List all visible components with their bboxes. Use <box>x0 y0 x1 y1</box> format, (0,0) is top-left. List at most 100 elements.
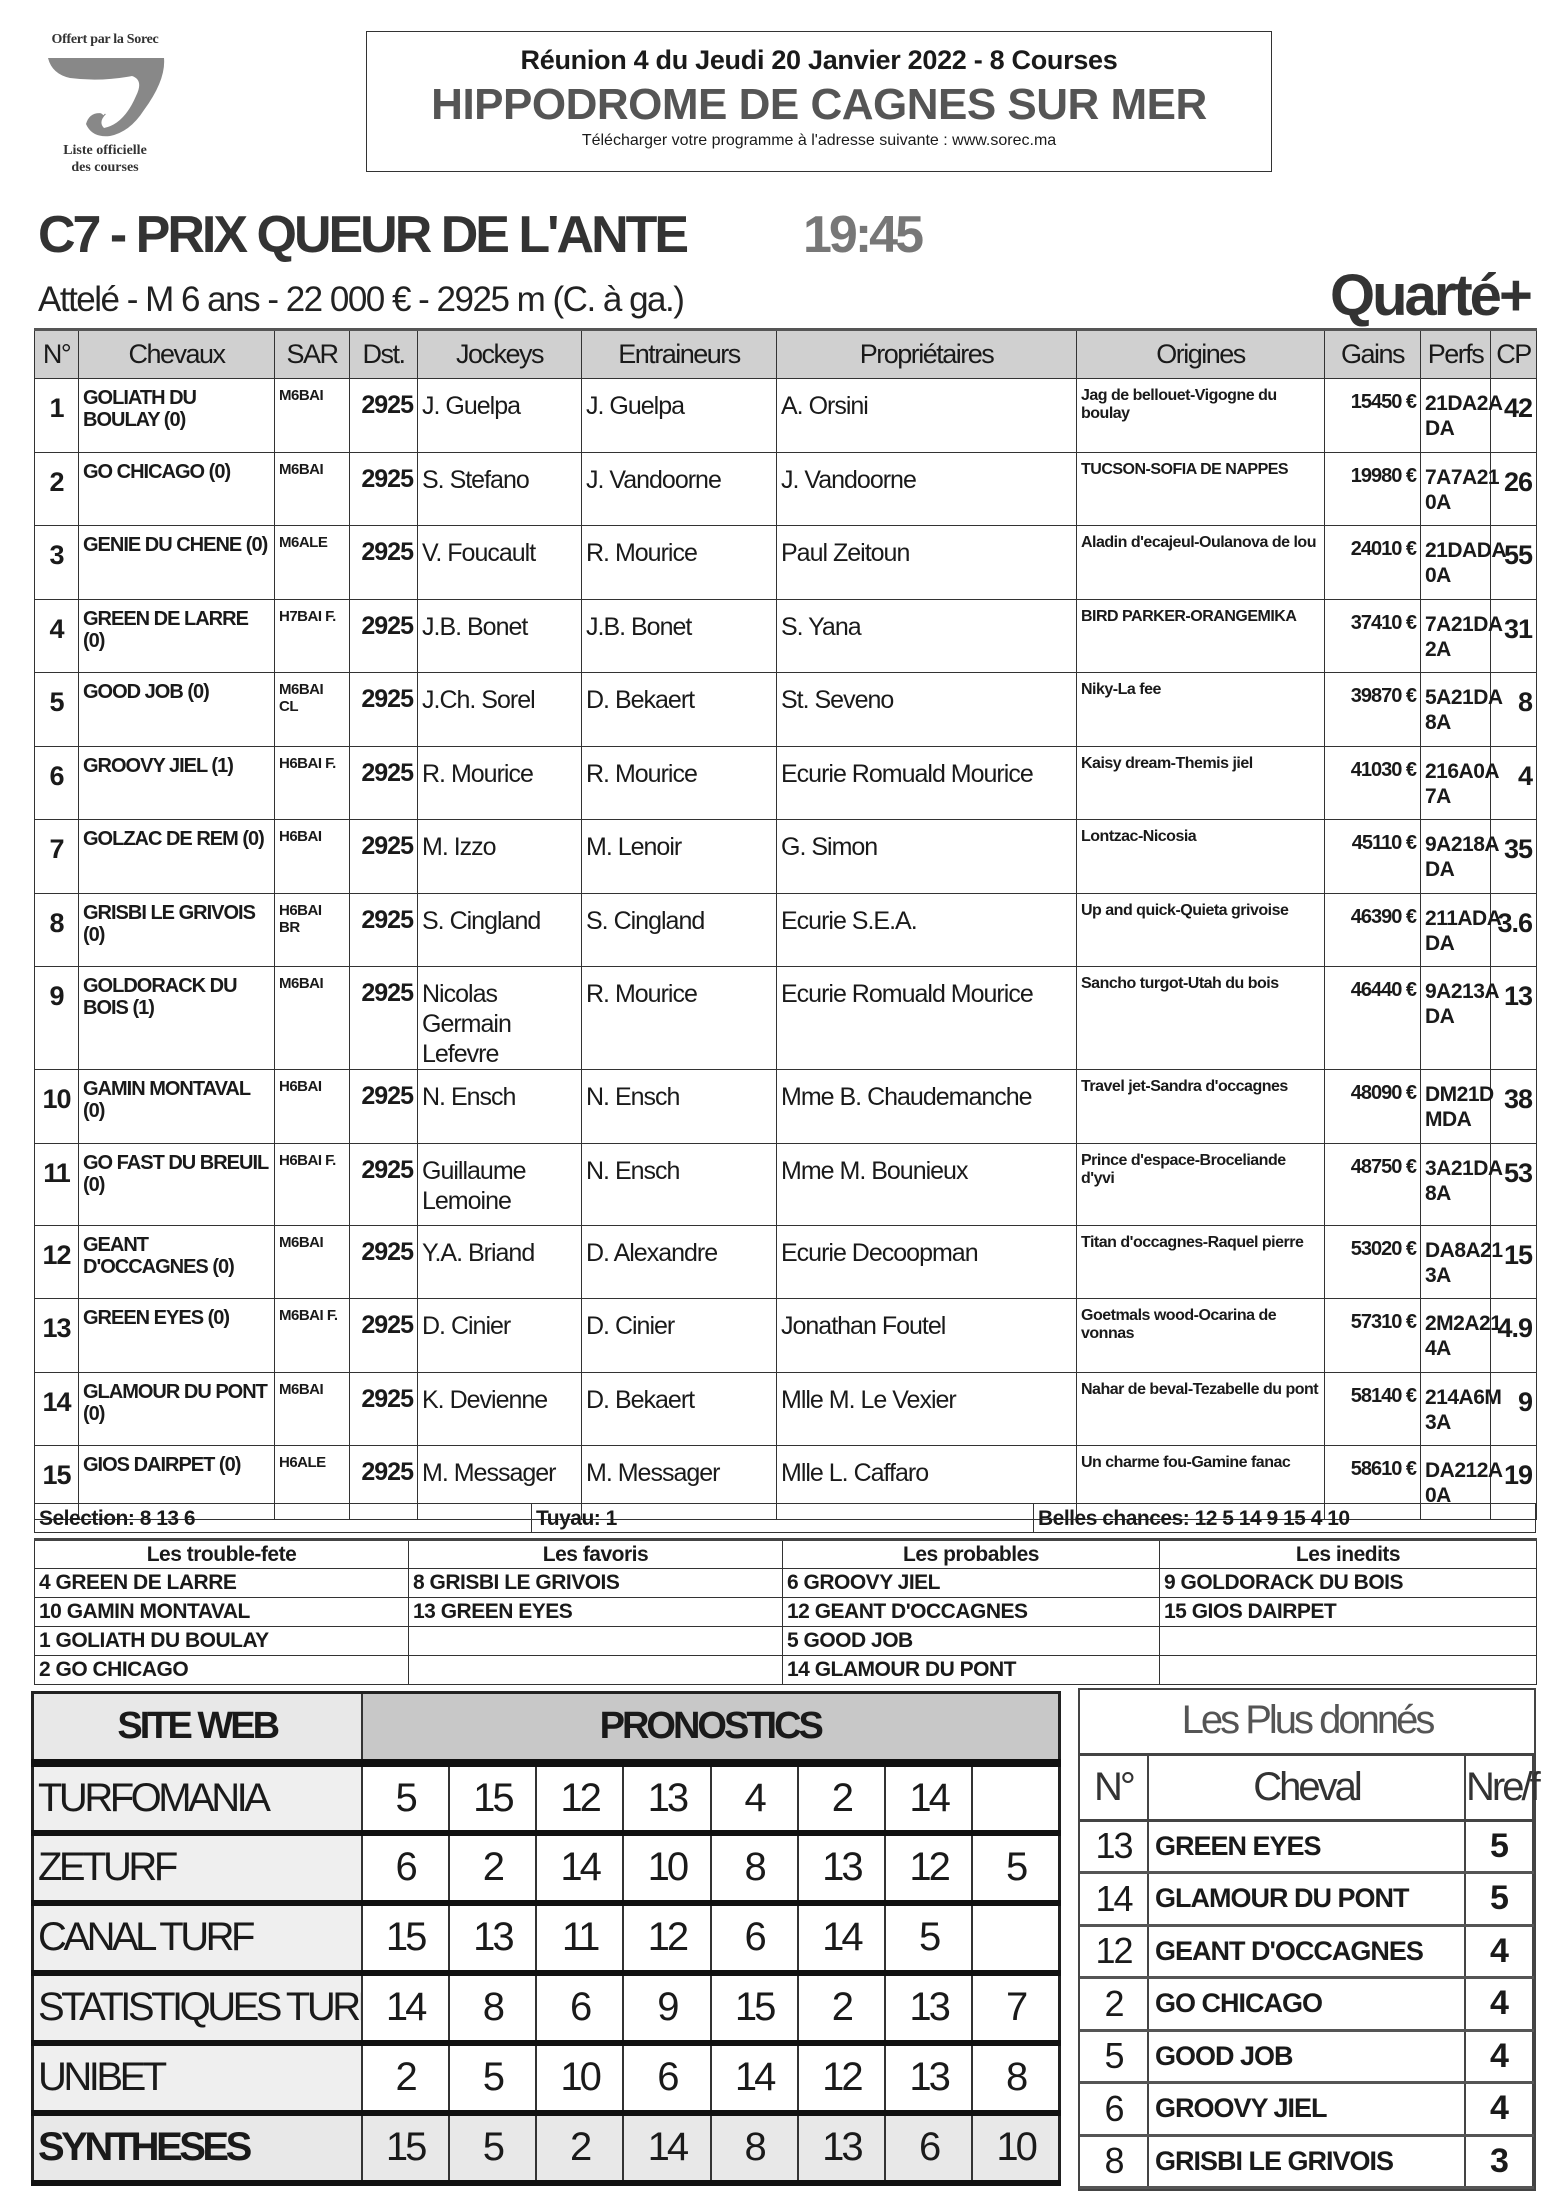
runner-row: 3 GENIE DU CHENE (0) M6ALE 2925 V. Foucault R… <box>34 525 1537 600</box>
tuyau: Tuyau: 1 <box>532 1504 1034 1532</box>
origins: Aladin d'ecajeul-Oulanova de lou <box>1076 525 1325 600</box>
horse-name: GREEN DE LARRE (0) <box>78 598 275 673</box>
pick <box>972 1762 1061 1836</box>
jockey: V. Foucault <box>417 525 582 600</box>
column-header: Entraineurs <box>581 328 777 379</box>
count: 5 <box>1465 1872 1534 1927</box>
sar: M6BAI <box>274 378 350 453</box>
group-entry: 2 GO CHICAGO <box>34 1655 409 1685</box>
pick: 15 <box>361 2112 450 2186</box>
bet-type: Quarté+ <box>1330 263 1533 328</box>
distance: 2925 <box>349 1298 418 1373</box>
pick: 14 <box>710 2042 799 2116</box>
earnings: 15450 € <box>1324 378 1421 453</box>
sar: M6BAI F. <box>274 1298 350 1373</box>
sar: M6BAI <box>274 966 350 1070</box>
runner-number: 6 <box>34 745 79 820</box>
race-details: Attelé - M 6 ans - 22 000 € - 2925 m (C.… <box>38 280 685 319</box>
pick: 6 <box>536 1972 625 2046</box>
odds: 8 <box>1490 672 1537 747</box>
pick: 2 <box>797 1972 887 2046</box>
pronostic-row: UNIBET 2 5 10 6 14 12 13 8 <box>32 2042 1061 2116</box>
distance: 2925 <box>349 451 418 526</box>
origins: Niky-La fee <box>1076 672 1325 747</box>
sar: H6BAI <box>274 819 350 894</box>
owner: Mme B. Chaudemanche <box>776 1069 1077 1144</box>
jockey: N. Ensch <box>417 1069 582 1144</box>
count: 5 <box>1465 1820 1534 1874</box>
owner: Ecurie Decoopman <box>776 1224 1077 1299</box>
column-header: Propriétaires <box>776 328 1077 379</box>
pick: 2 <box>361 2042 450 2116</box>
performances: 216A0A 7A <box>1420 745 1500 820</box>
pick: 13 <box>448 1902 538 1976</box>
trainer: R. Mourice <box>581 966 777 1070</box>
runner-number: 13 <box>34 1298 79 1373</box>
column-header: CP <box>1490 328 1537 379</box>
pick: 9 <box>623 1972 712 2046</box>
earnings: 48090 € <box>1324 1069 1421 1144</box>
distance: 2925 <box>349 1224 418 1299</box>
earnings: 24010 € <box>1324 525 1421 600</box>
origins: Travel jet-Sandra d'occagnes <box>1076 1069 1325 1144</box>
earnings: 39870 € <box>1324 672 1421 747</box>
jockey: S. Stefano <box>417 451 582 526</box>
sar: H6BAI F. <box>274 745 350 820</box>
pick: 2 <box>448 1832 538 1906</box>
pronostic-row: CANAL TURF 15 13 11 12 6 14 5 <box>32 1902 1061 1976</box>
count: 4 <box>1465 1977 1534 2032</box>
column-header: Chevaux <box>78 328 275 379</box>
runner-row: 10 GAMIN MONTAVAL (0) H6BAI 2925 N. Ensch N. … <box>34 1069 1537 1144</box>
pick: 12 <box>797 2042 887 2116</box>
pick: 13 <box>797 2112 887 2186</box>
origins: Kaisy dream-Themis jiel <box>1076 745 1325 820</box>
group-row: 4 GREEN DE LARRE 8 GRISBI LE GRIVOIS 6 GRO… <box>34 1568 1537 1598</box>
group-entry: 14 GLAMOUR DU PONT <box>782 1655 1160 1685</box>
horse-name: GRISBI LE GRIVOIS (0) <box>78 892 275 967</box>
trainer: N. Ensch <box>581 1142 777 1226</box>
group-entry: 12 GEANT D'OCCAGNES <box>782 1597 1160 1627</box>
pick: 8 <box>710 2112 799 2186</box>
runner-number: 10 <box>34 1069 79 1144</box>
jockey: Y.A. Briand <box>417 1224 582 1299</box>
column-header: SAR <box>274 328 350 379</box>
trainer: M. Messager <box>581 1445 777 1520</box>
runner-row: 14 GLAMOUR DU PONT (0) M6BAI 2925 K. Devienn… <box>34 1371 1537 1446</box>
plus-header: N° <box>1080 1756 1149 1822</box>
pick: 12 <box>623 1902 712 1976</box>
horse-name: GOOD JOB (0) <box>78 672 275 747</box>
owner: Mme M. Bounieux <box>776 1142 1077 1226</box>
trainer: J. Guelpa <box>581 378 777 453</box>
origins: Jag de bellouet-Vigogne du boulay <box>1076 378 1325 453</box>
origins: Sancho turgot-Utah du bois <box>1076 966 1325 1070</box>
pick: 10 <box>623 1832 712 1906</box>
plus-donnes-row: 6 GROOVY JIEL 4 <box>1080 2082 1534 2137</box>
pick: 15 <box>710 1972 799 2046</box>
odds: 19 <box>1490 1445 1537 1520</box>
odds: 31 <box>1490 598 1537 673</box>
runner-row: 1 GOLIATH DU BOULAY (0) M6BAI 2925 J. Guelpa… <box>34 378 1537 453</box>
plus-donnes-row: 12 GEANT D'OCCAGNES 4 <box>1080 1925 1534 1979</box>
pick: 13 <box>885 2042 974 2116</box>
horse-name: GRISBI LE GRIVOIS <box>1148 2135 1466 2189</box>
pick: 6 <box>361 1832 450 1906</box>
jockey: M. Messager <box>417 1445 582 1520</box>
earnings: 46440 € <box>1324 966 1421 1070</box>
group-entry <box>408 1655 783 1685</box>
origins: Un charme fou-Gamine fanac <box>1076 1445 1325 1520</box>
column-header: N° <box>34 328 79 379</box>
earnings: 48750 € <box>1324 1142 1421 1226</box>
plus-donnes-row: 13 GREEN EYES 5 <box>1080 1820 1534 1874</box>
pick <box>972 1902 1061 1976</box>
pick: 15 <box>448 1762 538 1836</box>
sar: M6BAI <box>274 1371 350 1446</box>
trainer: R. Mourice <box>581 745 777 820</box>
runners-table: N° Chevaux SAR Dst. Jockeys Entraineurs Propri… <box>34 328 1537 1520</box>
runner-number: 1 <box>34 378 79 453</box>
group-entry: 4 GREEN DE LARRE <box>34 1568 409 1598</box>
odds: 9 <box>1490 1371 1537 1446</box>
horse-name: GAMIN MONTAVAL (0) <box>78 1069 275 1144</box>
distance: 2925 <box>349 598 418 673</box>
runner-number: 2 <box>34 451 79 526</box>
owner: Mlle L. Caffaro <box>776 1445 1077 1520</box>
